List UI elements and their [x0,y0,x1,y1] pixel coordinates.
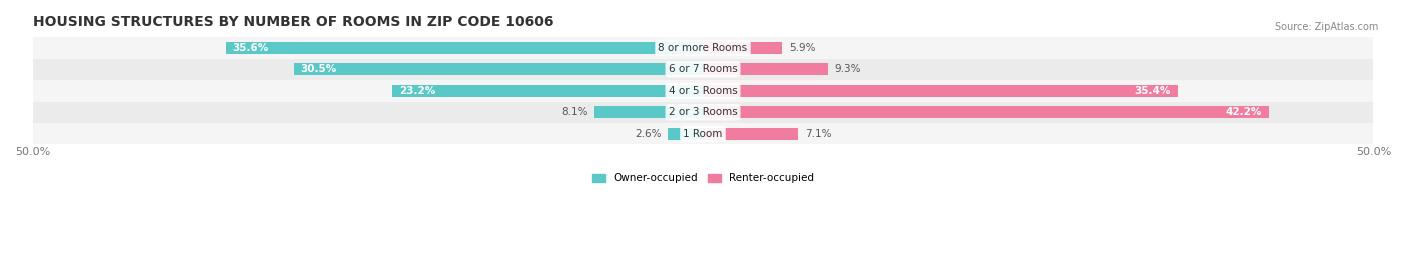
Text: 30.5%: 30.5% [301,64,337,74]
Bar [392,85,703,97]
Bar [32,80,1374,101]
Text: 8 or more Rooms: 8 or more Rooms [658,43,748,53]
Text: 9.3%: 9.3% [834,64,860,74]
Text: 2 or 3 Rooms: 2 or 3 Rooms [669,107,737,117]
Bar [32,59,1374,80]
Bar [32,101,1374,123]
Text: 35.4%: 35.4% [1135,86,1171,96]
Text: Source: ZipAtlas.com: Source: ZipAtlas.com [1274,22,1378,31]
Text: 5.9%: 5.9% [789,43,815,53]
Legend: Owner-occupied, Renter-occupied: Owner-occupied, Renter-occupied [588,169,818,187]
Bar [32,123,1374,144]
Bar [32,37,1374,59]
Bar [703,42,782,54]
Text: 35.6%: 35.6% [232,43,269,53]
Bar [226,42,703,54]
Bar [703,63,828,75]
Text: 4 or 5 Rooms: 4 or 5 Rooms [669,86,737,96]
Bar [703,106,1268,118]
Text: HOUSING STRUCTURES BY NUMBER OF ROOMS IN ZIP CODE 10606: HOUSING STRUCTURES BY NUMBER OF ROOMS IN… [32,15,553,29]
Bar [595,106,703,118]
Text: 7.1%: 7.1% [804,129,831,139]
Bar [668,128,703,140]
Text: 1 Room: 1 Room [683,129,723,139]
Text: 2.6%: 2.6% [636,129,661,139]
Bar [703,85,1178,97]
Text: 6 or 7 Rooms: 6 or 7 Rooms [669,64,737,74]
Bar [294,63,703,75]
Text: 23.2%: 23.2% [399,86,434,96]
Text: 42.2%: 42.2% [1226,107,1263,117]
Text: 8.1%: 8.1% [561,107,588,117]
Bar [703,128,799,140]
